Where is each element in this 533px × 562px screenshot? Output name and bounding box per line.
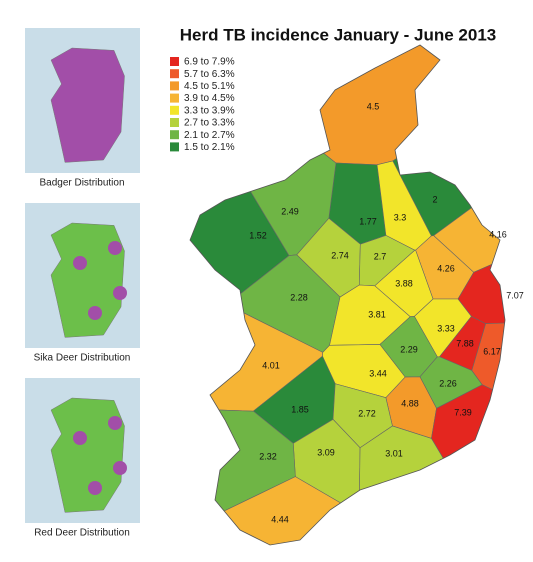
legend-label: 3.9 to 4.5% xyxy=(184,93,235,104)
side-map-caption: Sika Deer Distribution xyxy=(34,353,131,364)
side-map-caption: Red Deer Distribution xyxy=(34,528,130,539)
legend-swatch xyxy=(170,118,179,127)
region-value-label: 6.17 xyxy=(483,346,501,356)
region-value-label: 2.26 xyxy=(439,378,457,388)
region-value-label: 2.7 xyxy=(374,251,387,261)
region-value-label: 7.39 xyxy=(454,407,472,417)
legend-swatch xyxy=(170,130,179,140)
legend-swatch xyxy=(170,69,179,79)
region-value-label: 4.44 xyxy=(271,514,289,524)
legend-label: 4.5 to 5.1% xyxy=(184,81,235,92)
region-value-label: 2.74 xyxy=(331,250,349,260)
region-value-label: 4.26 xyxy=(437,263,455,273)
legend-swatch xyxy=(170,81,179,91)
region-value-label: 2.32 xyxy=(259,451,277,461)
region-value-label: 1.77 xyxy=(359,216,377,226)
region-value-label: 3.33 xyxy=(437,323,455,333)
region-value-label: 3.3 xyxy=(394,212,407,222)
legend-label: 1.5 to 2.1% xyxy=(184,142,235,153)
legend-label: 6.9 to 7.9% xyxy=(184,57,235,68)
legend-swatch xyxy=(170,57,179,66)
side-map-island xyxy=(50,47,125,163)
species-patch xyxy=(73,256,87,270)
legend-label: 3.3 to 3.9% xyxy=(184,105,235,116)
region-value-label: 1.85 xyxy=(291,404,309,414)
region-value-label: 2 xyxy=(432,194,437,204)
region-value-label: 7.07 xyxy=(506,290,524,300)
legend-label: 2.1 to 2.7% xyxy=(184,130,235,141)
region-value-label: 3.09 xyxy=(317,447,335,457)
species-patch xyxy=(88,481,102,495)
region-value-label: 4.01 xyxy=(262,360,280,370)
county-region xyxy=(431,384,505,545)
species-patch xyxy=(73,431,87,445)
species-patch xyxy=(88,306,102,320)
region-value-label: 1.52 xyxy=(249,230,267,240)
legend-swatch xyxy=(170,93,179,103)
region-value-label: 2.29 xyxy=(400,344,418,354)
county-region xyxy=(358,425,505,545)
species-patch xyxy=(113,286,127,300)
species-patch xyxy=(113,461,127,475)
side-map-island xyxy=(50,222,125,338)
region-value-label: 3.88 xyxy=(395,278,413,288)
side-map-island xyxy=(50,397,125,513)
region-value-label: 4.5 xyxy=(367,101,380,111)
legend-label: 2.7 to 3.3% xyxy=(184,118,235,129)
region-value-label: 2.49 xyxy=(281,206,299,216)
legend-swatch xyxy=(170,105,179,115)
legend-label: 5.7 to 6.3% xyxy=(184,69,235,80)
side-map-caption: Badger Distribution xyxy=(39,178,124,189)
species-patch xyxy=(108,241,122,255)
region-value-label: 4.16 xyxy=(489,229,507,239)
legend-swatch xyxy=(170,142,179,152)
region-value-label: 3.44 xyxy=(369,368,387,378)
region-value-label: 7.88 xyxy=(456,338,474,348)
map-title: Herd TB incidence January - June 2013 xyxy=(180,25,497,44)
region-value-label: 2.72 xyxy=(358,408,376,418)
region-value-label: 3.01 xyxy=(385,448,403,458)
species-patch xyxy=(108,416,122,430)
region-value-label: 3.81 xyxy=(368,309,386,319)
coastline xyxy=(189,44,506,546)
region-value-label: 4.88 xyxy=(401,398,419,408)
region-value-label: 2.28 xyxy=(290,292,308,302)
